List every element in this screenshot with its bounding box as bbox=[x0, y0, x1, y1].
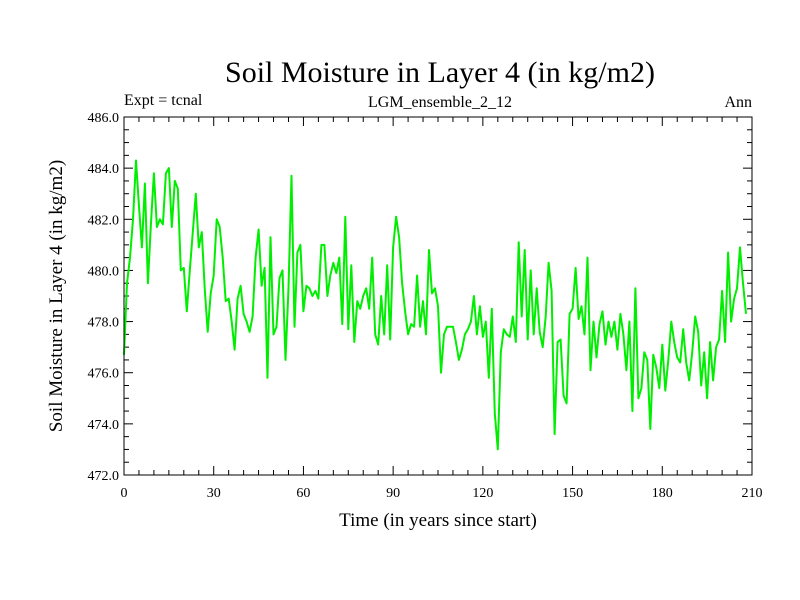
axis-ticks bbox=[123, 116, 753, 476]
y-tick-label: 484.0 bbox=[88, 162, 120, 177]
plot-frame bbox=[123, 116, 753, 476]
y-tick-label: 486.0 bbox=[88, 111, 120, 126]
y-tick-label: 476.0 bbox=[88, 367, 120, 382]
x-tick-label: 60 bbox=[296, 486, 310, 501]
x-tick-label: 90 bbox=[386, 486, 400, 501]
series-layer bbox=[123, 159, 747, 451]
ensemble-label: LGM_ensemble_2_12 bbox=[368, 94, 512, 111]
y-tick-label: 478.0 bbox=[88, 316, 120, 331]
y-tick-label: 474.0 bbox=[88, 418, 120, 433]
series-line bbox=[123, 159, 747, 451]
x-tick-label: 150 bbox=[562, 486, 583, 501]
y-tick-label: 480.0 bbox=[88, 264, 120, 279]
x-tick-label: 0 bbox=[121, 486, 128, 501]
x-tick-label: 180 bbox=[652, 486, 673, 501]
period-label: Ann bbox=[724, 94, 752, 111]
experiment-label: Expt = tcnal bbox=[124, 92, 203, 109]
x-tick-label: 120 bbox=[472, 486, 493, 501]
y-tick-label: 472.0 bbox=[88, 469, 120, 484]
x-tick-label: 30 bbox=[207, 486, 221, 501]
tick-labels: 0 30 60 90 120 150 180 210 472.0 474.0 476.0 478.0 4… bbox=[88, 111, 763, 501]
x-axis-label: Time (in years since start) bbox=[339, 510, 537, 531]
chart-title: Soil Moisture in Layer 4 (in kg/m2) bbox=[225, 56, 655, 89]
x-tick-label: 210 bbox=[742, 486, 763, 501]
y-axis-label: Soil Moisture in Layer 4 (in kg/m2) bbox=[46, 160, 67, 432]
y-tick-label: 482.0 bbox=[88, 213, 120, 228]
